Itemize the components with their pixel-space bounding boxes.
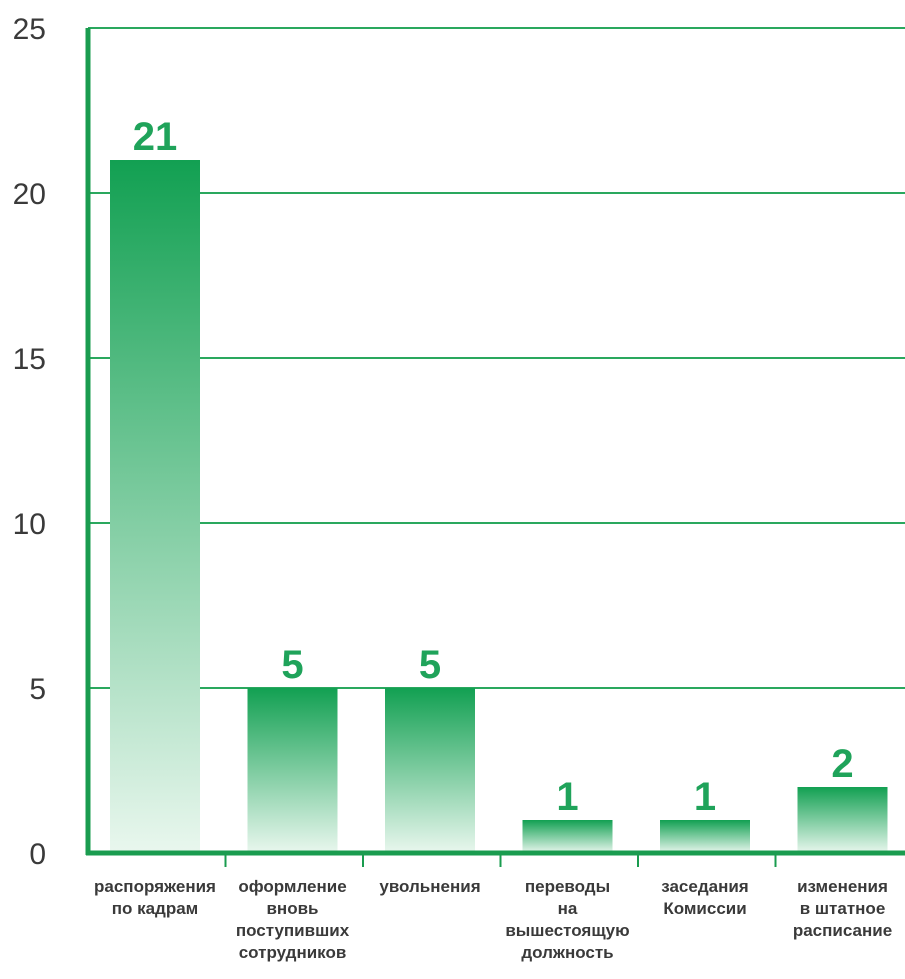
bar-value-label-5: 2 <box>831 742 853 786</box>
bar-4 <box>660 820 750 853</box>
y-tick-label-15: 15 <box>13 343 46 376</box>
y-tick-label-20: 20 <box>13 178 46 211</box>
x-category-label-4: заседания Комиссии <box>661 877 748 918</box>
bar-value-label-1: 5 <box>281 643 303 687</box>
bar-3 <box>522 820 613 853</box>
x-category-label-3: переводы на вышестоящую должность <box>505 877 629 962</box>
x-category-label-2: увольнения <box>379 877 480 896</box>
bar-2 <box>385 688 475 853</box>
bars <box>110 160 888 853</box>
x-category-label-0: распоряжения по кадрам <box>94 877 216 918</box>
y-tick-label-5: 5 <box>29 673 46 706</box>
y-tick-label-0: 0 <box>29 838 46 871</box>
gridlines <box>88 27 905 689</box>
axes <box>85 28 905 867</box>
bar-5 <box>797 787 888 853</box>
bar-value-label-0: 21 <box>133 115 178 159</box>
x-category-label-1: оформление вновь поступивших сотрудников <box>236 877 350 962</box>
bar-value-label-3: 1 <box>556 775 578 819</box>
bar-0 <box>110 160 200 853</box>
x-category-label-5: изменения в штатное расписание <box>793 877 892 940</box>
bar-value-label-2: 5 <box>419 643 441 687</box>
y-tick-label-10: 10 <box>13 508 46 541</box>
bar-1 <box>247 688 338 853</box>
bar-value-label-4: 1 <box>694 775 716 819</box>
y-tick-label-25: 25 <box>13 13 46 46</box>
